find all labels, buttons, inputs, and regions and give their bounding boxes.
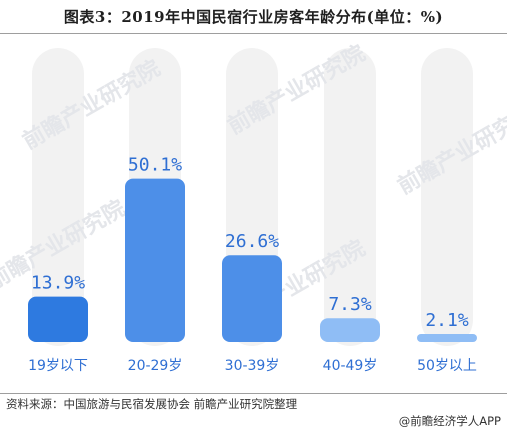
bar-value-label: 50.1% (128, 155, 182, 176)
category-label: 19岁以下 (28, 358, 88, 374)
bar-value-label: 13.9% (31, 273, 85, 294)
title-divider (0, 33, 507, 34)
bar-track (324, 48, 376, 346)
category-label: 30-39岁 (225, 358, 280, 374)
bar-value-label: 7.3% (328, 294, 372, 315)
bar-value-label: 2.1% (425, 310, 469, 331)
category-label: 40-49岁 (323, 358, 378, 374)
bar-track (421, 48, 473, 346)
chart-title: 图表3：2019年中国民宿行业房客年龄分布(单位：%) (63, 8, 444, 26)
bar-group (28, 178, 477, 342)
bar (28, 296, 88, 342)
source-note: 资料来源：中国旅游与民宿发展协会 前瞻产业研究院整理 (6, 397, 298, 411)
bar-value-label: 26.6% (225, 231, 279, 252)
bar (222, 255, 282, 342)
bar (125, 178, 185, 342)
brand-credit: @前瞻经济学人APP (398, 414, 501, 428)
category-label-group: 19岁以下 20-29岁 30-39岁 40-49岁 50岁以上 (28, 358, 477, 374)
value-label-group: 13.9% 50.1% 26.6% 7.3% 2.1% (31, 155, 469, 331)
bar-track (32, 48, 84, 346)
category-label: 50岁以上 (417, 358, 477, 374)
bar (417, 334, 477, 342)
category-label: 20-29岁 (128, 358, 183, 374)
footer-divider (0, 393, 507, 394)
bar (320, 318, 380, 342)
